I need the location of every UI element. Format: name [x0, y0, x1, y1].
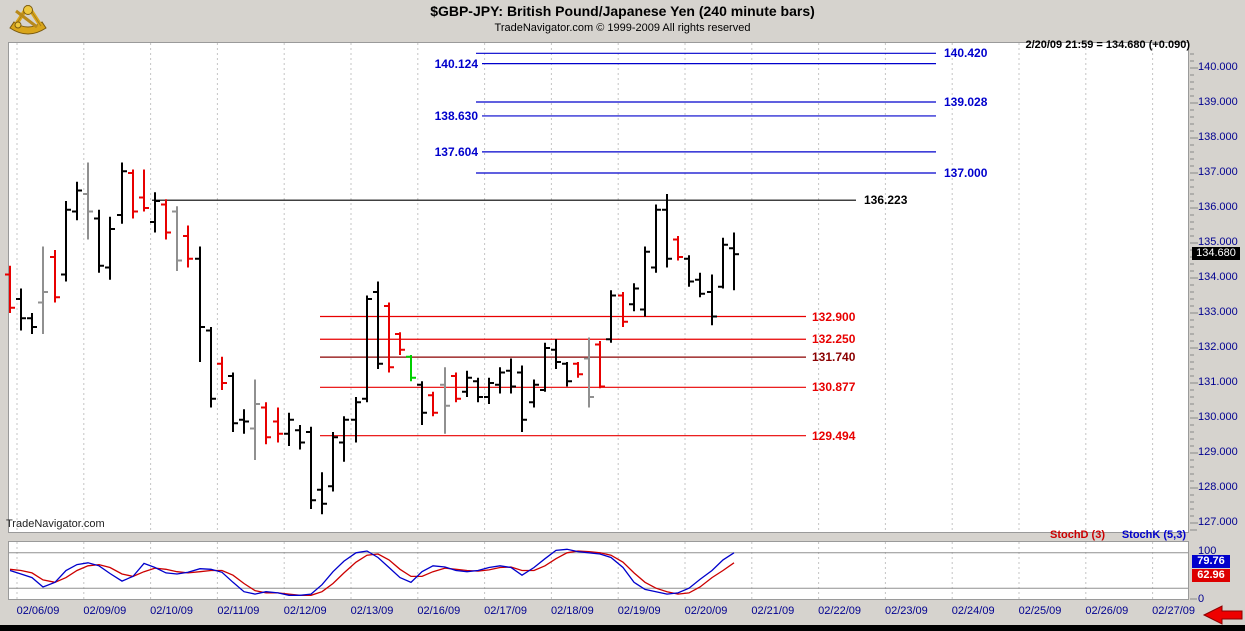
date-axis-label: 02/19/09 [617, 605, 661, 617]
price-axis-label: 137.000 [1198, 166, 1238, 178]
date-axis-label: 02/17/09 [484, 605, 527, 617]
last-quote-readout: 2/20/09 21:59 = 134.680 (+0.090) [1025, 39, 1190, 51]
date-axis-label: 02/22/09 [818, 605, 861, 617]
level-label-130.877: 130.877 [812, 380, 856, 395]
stochd-legend-label: StochD (3) [1050, 529, 1105, 541]
chart-title: $GBP-JPY: British Pound/Japanese Yen (24… [430, 3, 815, 19]
date-axis-label: 02/06/09 [16, 605, 60, 617]
price-axis-label: 129.000 [1198, 446, 1238, 458]
price-axis-label: 139.000 [1198, 96, 1238, 108]
stochastic-panel[interactable] [8, 541, 1189, 600]
bottom-edge-strip [0, 625, 1245, 631]
price-axis-label: 131.000 [1198, 376, 1238, 388]
price-axis-label: 132.000 [1198, 341, 1238, 353]
price-axis-label: 134.000 [1198, 271, 1238, 283]
chart-subtitle: TradeNavigator.com © 1999-2009 All right… [494, 22, 751, 34]
price-axis-label: 128.000 [1198, 481, 1238, 493]
date-axis-label: 02/24/09 [951, 605, 995, 617]
level-label-137.000: 137.000 [944, 166, 988, 180]
price-axis-label: 140.000 [1198, 61, 1238, 73]
stochk-legend-label: StochK (5,3) [1121, 529, 1186, 541]
app-logo-sextant-icon [9, 4, 47, 35]
stochk-value-badge: 79.76 [1192, 555, 1230, 568]
current-price-badge: 134.680 [1192, 247, 1240, 260]
level-label-136.223: 136.223 [864, 193, 908, 208]
watermark: TradeNavigator.com [6, 518, 105, 530]
price-axis-label: 136.000 [1198, 201, 1238, 213]
level-label-139.028: 139.028 [944, 95, 988, 110]
date-axis-label: 02/09/09 [83, 605, 127, 617]
main-chart-panel[interactable] [8, 42, 1189, 533]
price-axis-label: 138.000 [1198, 131, 1238, 143]
date-axis-label: 02/20/09 [684, 605, 728, 617]
price-axis-label: 130.000 [1198, 411, 1238, 423]
price-axis-label: 135.000 [1198, 236, 1238, 248]
date-axis-label: 02/25/09 [1018, 605, 1062, 617]
level-label-132.900: 132.900 [812, 309, 856, 324]
stochd-value-badge: 62.96 [1192, 569, 1230, 582]
level-label-140.420: 140.420 [944, 46, 988, 61]
level-label-138.630: 138.630 [434, 108, 478, 123]
price-axis-label: 133.000 [1198, 306, 1238, 318]
date-axis-label: 02/26/09 [1085, 605, 1129, 617]
date-axis-label: 02/23/09 [884, 605, 928, 617]
date-axis-label: 02/27/09 [1152, 605, 1195, 617]
date-axis-label: 02/11/09 [217, 605, 260, 617]
level-label-131.740: 131.740 [812, 350, 856, 365]
level-label-132.250: 132.250 [812, 332, 856, 347]
level-label-140.124: 140.124 [434, 56, 478, 71]
red-left-arrow[interactable] [1202, 605, 1243, 625]
price-axis-label: 127.000 [1198, 516, 1238, 528]
date-axis-label: 02/10/09 [150, 605, 193, 617]
stoch-scale-bottom: 0 [1198, 593, 1205, 605]
date-axis-label: 02/12/09 [283, 605, 327, 617]
level-label-137.604: 137.604 [434, 144, 478, 159]
date-axis-label: 02/13/09 [350, 605, 394, 617]
stoch-scale-top: 100 [1198, 545, 1217, 557]
header: $GBP-JPY: British Pound/Japanese Yen (24… [0, 0, 1245, 41]
level-label-129.494: 129.494 [812, 428, 856, 443]
date-axis-label: 02/18/09 [550, 605, 594, 617]
date-axis-label: 02/16/09 [417, 605, 461, 617]
date-axis-label: 02/21/09 [751, 605, 795, 617]
